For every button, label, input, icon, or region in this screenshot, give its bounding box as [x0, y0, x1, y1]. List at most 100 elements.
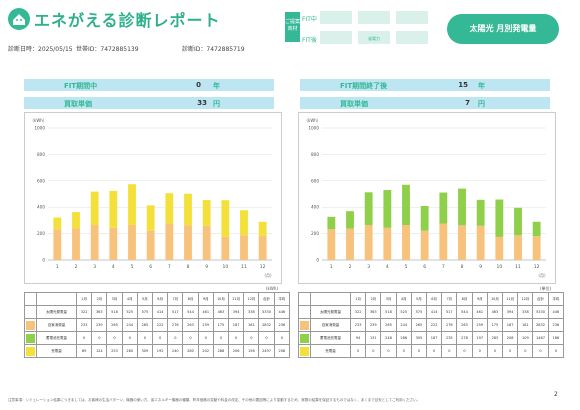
table-column-header: 2月 [365, 292, 382, 306]
bar-蓄電池充電量-12 [532, 221, 541, 237]
table-cell: 5330 [258, 305, 275, 319]
page-title-pill: 太陽光 月別発電量 [447, 14, 559, 44]
fit-after-box [358, 31, 390, 44]
fit-in-box [396, 11, 428, 24]
table-cell: 187 [228, 318, 245, 332]
table-cell: 288 [212, 344, 230, 358]
table-cell: 235 [441, 331, 458, 345]
table-cell: 131 [365, 331, 382, 345]
y-tick-label: 600 [311, 178, 319, 183]
bar-売電量-10 [221, 200, 230, 237]
disclaimer-note: 注意事項：シミュレーション結果につきましては、お客様の生活パターン、機器の使い方… [8, 398, 421, 402]
table-cell: 208 [502, 331, 519, 345]
table-cell: 265 [410, 318, 428, 332]
table-cell: 236 [547, 318, 565, 332]
table-cell: 0 [410, 344, 428, 358]
fit-after-box [396, 31, 428, 44]
table-column-header: 5月 [136, 292, 154, 306]
table-column-header: 8月 [182, 292, 199, 306]
x-tick-label: 10 [496, 264, 502, 270]
table-column-header: 12月 [517, 292, 534, 306]
table-cell: 89 [75, 344, 93, 358]
table-cell: 2497 [258, 344, 275, 358]
y-tick-label: 400 [311, 205, 319, 210]
bar-自家消費量-6 [420, 230, 429, 260]
table-corner [36, 292, 77, 306]
y-tick-label: 200 [37, 231, 45, 236]
bar-自家消費量-1 [53, 229, 62, 260]
table-cell: 544 [182, 305, 199, 319]
legend-swatch-cell [298, 305, 311, 319]
x-axis-unit: （月） [262, 273, 274, 278]
table-column-header: 4月 [395, 292, 412, 306]
bar-自家消費量-2 [346, 228, 354, 260]
page-number: 2 [554, 391, 558, 398]
table-cell: 192 [152, 344, 169, 358]
table-cell: 175 [486, 318, 504, 332]
table-cell: 0 [243, 331, 260, 345]
table-cell: 2832 [258, 318, 275, 332]
fit-in-label: FIT中 [302, 16, 317, 23]
table-cell: 575 [136, 305, 154, 319]
table-header-row: 1月 2月 3月 4月 5月 6月 7月 8月 9月 10月 11月 12月 合計 平均 [24, 292, 291, 306]
table-cell: 175 [212, 318, 230, 332]
table-cell: 206 [228, 344, 245, 358]
table-cell: 338 [517, 305, 534, 319]
right-period-unit: 年 [478, 82, 485, 90]
table-cell: 0 [395, 344, 412, 358]
bar-蓄電池充電量-2 [346, 211, 354, 229]
table-cell: 197 [471, 331, 488, 345]
table-cell: 208 [273, 344, 291, 358]
table-column-header: 9月 [471, 292, 488, 306]
table-cell: 0 [426, 344, 443, 358]
table-cell: 0 [471, 344, 488, 358]
table-cell: 518 [106, 305, 123, 319]
table-cell: 239 [365, 318, 382, 332]
table-cell: 446 [547, 305, 565, 319]
fit-after-label: FIT後 [302, 37, 317, 44]
table-cell: 322 [75, 305, 93, 319]
bar-蓄電池充電量-11 [514, 207, 522, 236]
table-row-label: 売電量 [36, 344, 77, 358]
table-column-header: 10月 [486, 292, 504, 306]
left-period-value: 0 [196, 81, 201, 89]
diagnosis-date: 診断日時：2025/05/15 [8, 46, 73, 53]
bar-自家消費量-12 [532, 236, 541, 260]
bar-売電量-6 [146, 205, 155, 231]
table-cell: 0 [349, 344, 367, 358]
table-cell: 283 [486, 331, 504, 345]
table-cell: 233 [75, 318, 93, 332]
left-period-unit: 年 [213, 82, 220, 90]
right-price-unit: 円 [478, 100, 485, 108]
x-tick-label: 11 [515, 264, 521, 270]
right-price-value: 7 [465, 99, 470, 107]
table-cell: 278 [456, 331, 473, 345]
left-period-label: FIT期間中 [64, 82, 98, 90]
table-row-label: 売電量 [310, 344, 351, 358]
x-tick-label: 6 [423, 264, 426, 270]
bar-売電量-7 [165, 193, 174, 224]
table-row: 売電量 0 0 0 0 0 0 0 0 0 0 0 0 0 0 [298, 344, 565, 358]
table-cell: 517 [167, 305, 184, 319]
table-cell: 286 [395, 331, 412, 345]
table-cell: 394 [228, 305, 245, 319]
bar-自家消費量-4 [109, 227, 118, 260]
table-cell: 461 [471, 305, 488, 319]
x-tick-label: 2 [349, 264, 352, 270]
table-cell: 94 [349, 331, 367, 345]
table-cell: 263 [182, 318, 199, 332]
legend-swatch-cell [298, 318, 311, 332]
table-cell: 253 [106, 344, 123, 358]
bar-自家消費量-3 [364, 225, 373, 260]
table-cell: 244 [121, 318, 138, 332]
table-cell: 517 [441, 305, 458, 319]
x-tick-label: 2 [75, 264, 78, 270]
bar-自家消費量-12 [258, 236, 267, 260]
bar-蓄電池充電量-8 [458, 188, 466, 226]
bar-自家消費量-10 [495, 236, 504, 260]
table-column-header: 11月 [228, 292, 245, 306]
left-data-table: 1月 2月 3月 4月 5月 6月 7月 8月 9月 10月 11月 12月 合計 平均 太陽光発電量 322… [24, 292, 291, 358]
table-cell: 461 [197, 305, 214, 319]
table-cell: 0 [502, 344, 519, 358]
